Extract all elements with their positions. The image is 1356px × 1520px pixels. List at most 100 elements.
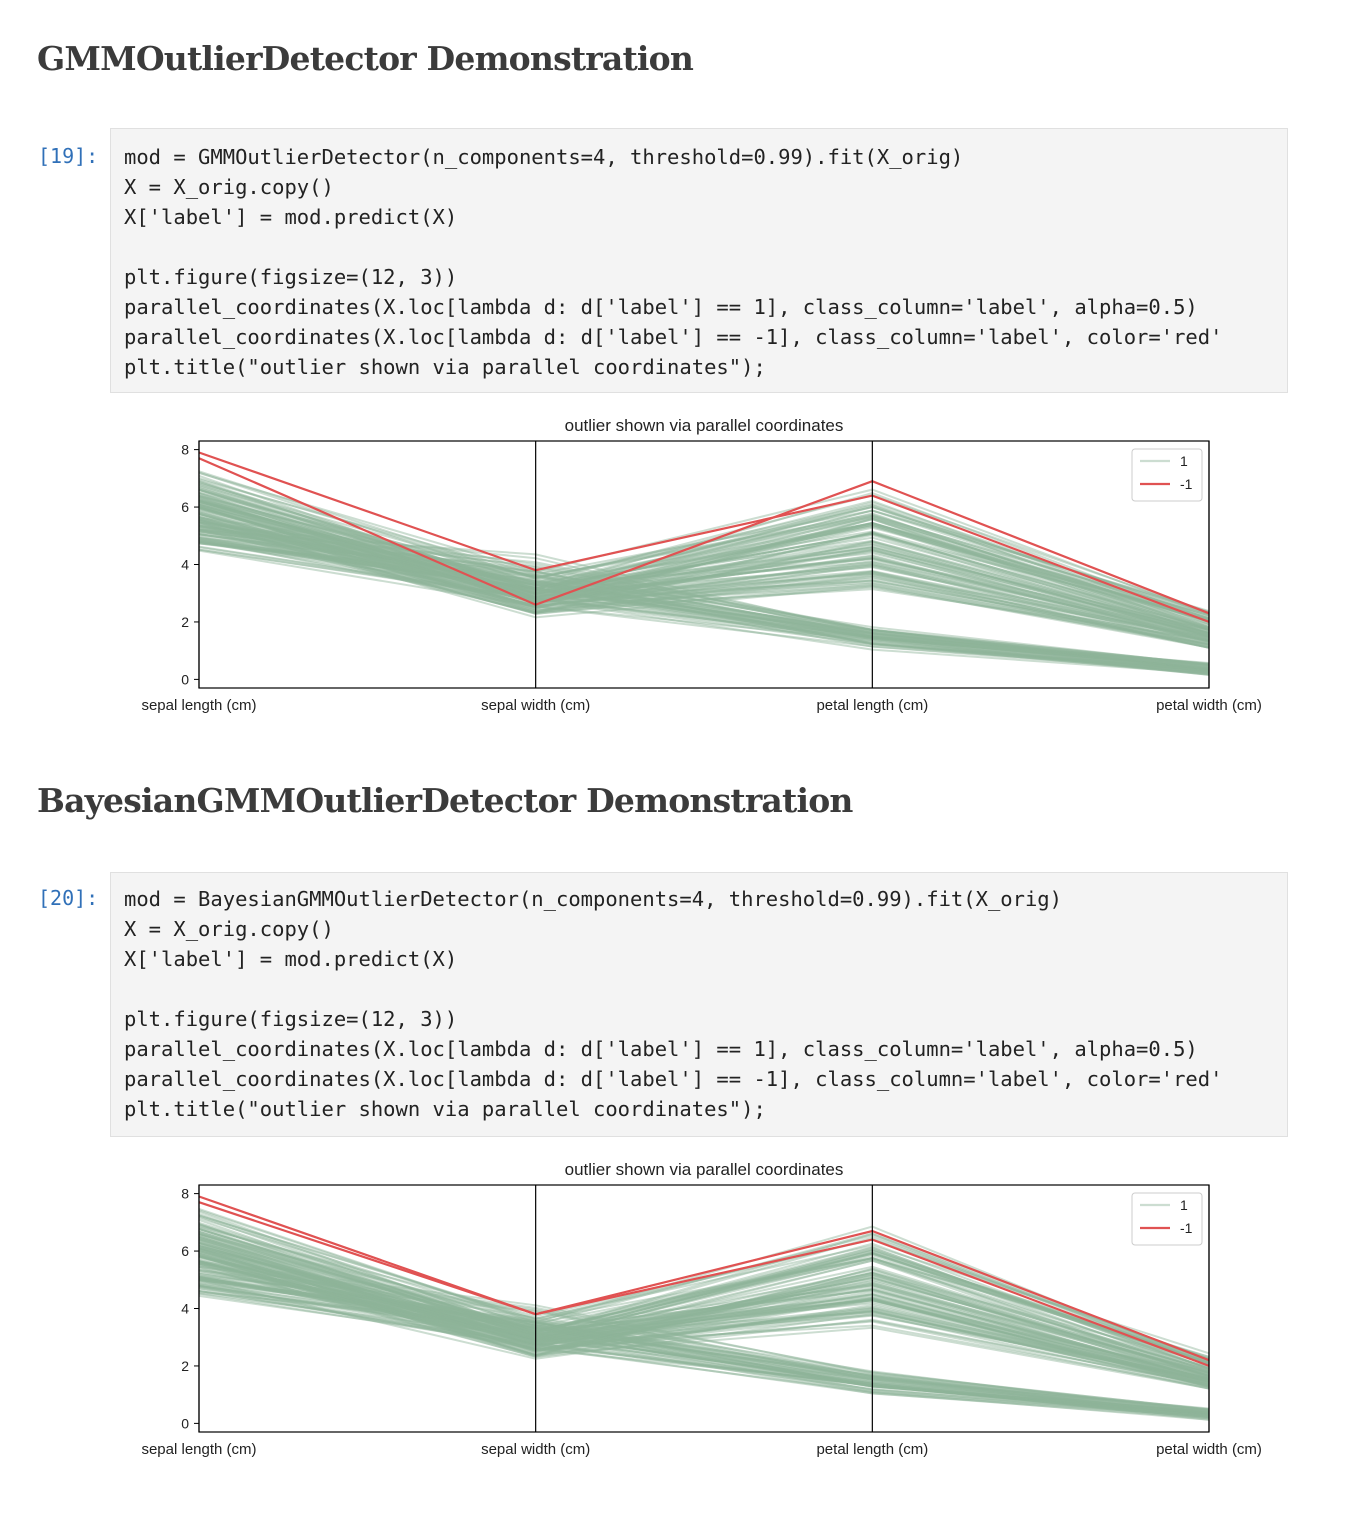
inlier-line [198, 508, 1210, 637]
inlier-line [198, 496, 1210, 642]
inlier-line [198, 536, 1210, 669]
inlier-line [198, 1278, 1210, 1415]
inlier-line [198, 519, 1210, 645]
inlier-line [198, 1236, 1210, 1372]
inlier-line [198, 502, 1210, 634]
inlier-line [198, 1235, 1210, 1365]
y-tick-label: 2 [181, 614, 189, 630]
x-tick-label: petal width (cm) [1156, 1441, 1262, 1458]
chart-svg: outlier shown via parallel coordinates se… [141, 1160, 1262, 1458]
inlier-line [198, 1287, 1210, 1416]
chart-svg: outlier shown via parallel coordinates se… [141, 416, 1261, 714]
inlier-line [198, 1284, 1210, 1418]
code-cell[interactable]: mod = BayesianGMMOutlierDetector(n_compo… [110, 872, 1288, 1137]
inlier-line [198, 1226, 1210, 1363]
inlier-line [198, 518, 1210, 646]
inlier-line [198, 1290, 1210, 1421]
inlier-line [198, 533, 1210, 676]
y-tick-label: 4 [181, 1301, 189, 1317]
inlier-line [198, 1221, 1210, 1363]
inlier-line [198, 517, 1210, 628]
inlier-line [198, 1250, 1210, 1390]
inlier-line [198, 539, 1210, 674]
inlier-line [198, 1236, 1210, 1378]
section-heading: BayesianGMMOutlierDetector Demonstration [37, 781, 853, 820]
inlier-line [198, 1292, 1210, 1415]
inlier-line [198, 506, 1210, 628]
inlier-line [198, 1273, 1210, 1417]
inlier-line [198, 1210, 1210, 1360]
inlier-line [198, 1278, 1210, 1411]
inlier-line [198, 1275, 1210, 1416]
inlier-line [198, 1255, 1210, 1385]
inlier-line [198, 507, 1210, 646]
code-line: parallel_coordinates(X.loc[lambda d: d['… [124, 325, 1223, 349]
inlier-line [198, 1269, 1210, 1415]
inlier-line [198, 1246, 1210, 1370]
inlier-line [198, 495, 1210, 637]
inlier-line [198, 529, 1210, 670]
inlier-line [198, 534, 1210, 669]
inlier-line [198, 1259, 1210, 1388]
outlier-lines [198, 451, 1210, 623]
y-tick-label: 8 [181, 1186, 189, 1202]
inlier-line [198, 512, 1210, 646]
inlier-line [198, 519, 1210, 632]
legend-frame [1131, 1192, 1203, 1246]
inlier-line [198, 521, 1210, 666]
code-line: X['label'] = mod.predict(X) [124, 205, 458, 229]
inlier-line [198, 1247, 1210, 1380]
inlier-line [198, 542, 1210, 674]
inlier-line [198, 1268, 1210, 1410]
x-tick-label: sepal width (cm) [481, 697, 590, 714]
inlier-line [198, 506, 1210, 631]
inlier-line [198, 1255, 1210, 1375]
legend-label: -1 [1180, 1220, 1193, 1236]
inlier-line [198, 515, 1210, 649]
inlier-line [198, 1244, 1210, 1383]
code-cell[interactable]: mod = GMMOutlierDetector(n_components=4,… [110, 128, 1288, 393]
inlier-line [198, 1260, 1210, 1386]
inlier-line [198, 1241, 1210, 1383]
inlier-line [198, 528, 1210, 649]
inlier-line [198, 513, 1210, 642]
inlier-line [198, 529, 1210, 648]
inlier-line [198, 496, 1210, 623]
inlier-line [198, 1266, 1210, 1385]
chart-title: outlier shown via parallel coordinates [565, 1160, 844, 1179]
inlier-line [198, 1255, 1210, 1373]
chart-title: outlier shown via parallel coordinates [565, 416, 844, 435]
inlier-line [198, 1257, 1210, 1380]
inlier-line [198, 1242, 1210, 1387]
inlier-line [198, 524, 1210, 664]
inlier-line [198, 504, 1210, 631]
inlier-line [198, 1261, 1210, 1373]
inlier-line [198, 489, 1210, 630]
inlier-line [198, 540, 1210, 674]
inlier-line [198, 506, 1210, 621]
inlier-line [198, 492, 1210, 640]
inlier-line [198, 1249, 1210, 1382]
inlier-line [198, 1260, 1210, 1379]
inlier-line [198, 502, 1210, 622]
inlier-line [198, 525, 1210, 672]
inlier-line [198, 1215, 1210, 1363]
inlier-line [198, 1285, 1210, 1419]
inlier-line [198, 492, 1210, 635]
inlier-line [198, 1271, 1210, 1411]
code-line: mod = GMMOutlierDetector(n_components=4,… [124, 145, 964, 169]
inlier-line [198, 530, 1210, 671]
inlier-line [198, 503, 1210, 619]
chart-legend: 1-1 [1131, 448, 1203, 502]
x-tick-label: sepal length (cm) [141, 1441, 256, 1458]
inlier-line [198, 1265, 1210, 1416]
inlier-line [198, 506, 1210, 635]
inlier-line [198, 1227, 1210, 1371]
inlier-line [198, 524, 1210, 635]
cell-prompt: [20]: [38, 886, 99, 910]
inlier-line [198, 485, 1210, 622]
inlier-line [198, 491, 1210, 617]
inlier-line [198, 1245, 1210, 1381]
code-line: mod = BayesianGMMOutlierDetector(n_compo… [124, 887, 1062, 911]
y-tick-label: 6 [181, 1243, 189, 1259]
